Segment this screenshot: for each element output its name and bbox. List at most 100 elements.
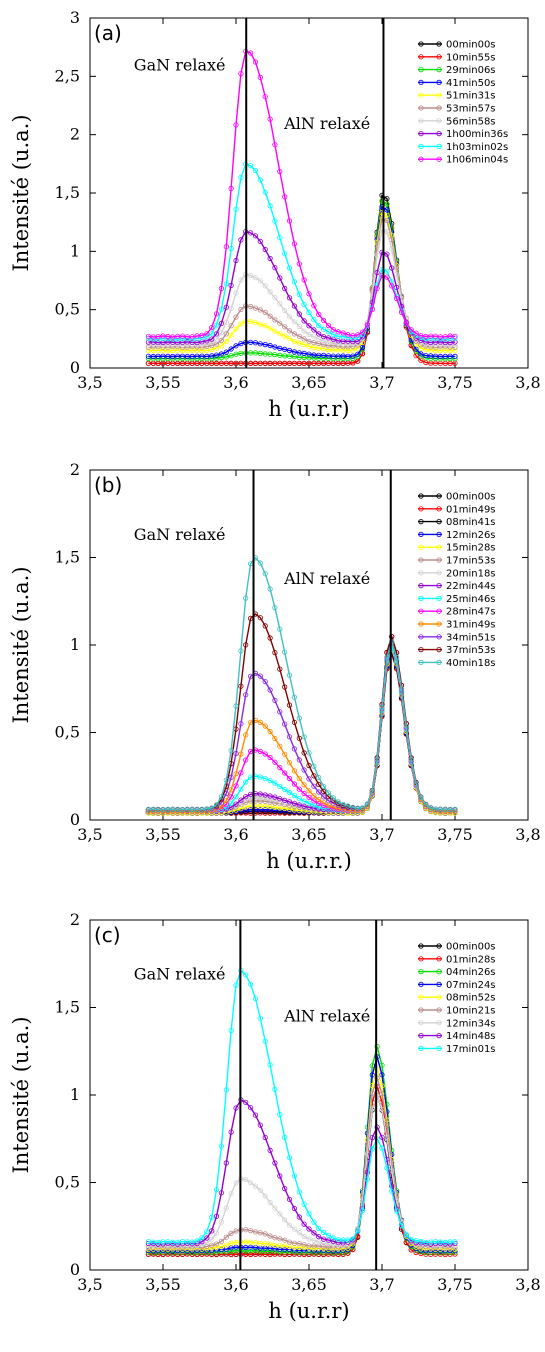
series-point: [228, 353, 234, 359]
series-point: [301, 767, 307, 773]
series-point: [364, 322, 370, 328]
series-point: [170, 1239, 176, 1245]
series-point: [413, 330, 419, 336]
series-point: [282, 333, 288, 339]
series-point: [291, 338, 297, 344]
series-point: [345, 803, 351, 809]
series-point: [262, 679, 268, 685]
series-point: [384, 251, 390, 257]
series-point: [160, 806, 166, 813]
series-point: [340, 330, 346, 336]
series-point: [306, 1211, 312, 1217]
series-point: [325, 1237, 332, 1243]
series-point: [442, 334, 448, 340]
series-point: [296, 1230, 302, 1236]
series-point: [428, 1239, 434, 1245]
series-point: [374, 252, 380, 258]
series-point: [330, 353, 336, 359]
series-point: [160, 1239, 166, 1245]
series-point: [272, 794, 278, 800]
series-point: [291, 1205, 297, 1212]
y-tick-label: 2: [70, 460, 80, 479]
series-point: [277, 345, 283, 351]
series-point: [286, 1155, 293, 1161]
series-point: [311, 1230, 317, 1236]
series-point: [389, 1188, 395, 1194]
series-point: [145, 1251, 151, 1257]
series-point: [432, 806, 439, 812]
series-point: [248, 318, 254, 324]
series-point: [243, 793, 249, 800]
series-point: [204, 806, 210, 812]
series-point: [301, 782, 307, 788]
legend-marker: [418, 570, 424, 576]
series-point: [165, 806, 171, 812]
series-point: [175, 1239, 181, 1245]
series-point: [282, 353, 288, 359]
series-point: [369, 1090, 375, 1096]
series-point: [330, 343, 336, 349]
series-point: [272, 650, 278, 656]
series-point: [428, 333, 434, 339]
series-point: [316, 331, 322, 337]
series-point: [345, 332, 351, 338]
series-point: [243, 757, 249, 763]
series-point: [296, 340, 302, 346]
series-point: [252, 1240, 259, 1246]
series-point: [369, 1135, 375, 1141]
series-point: [145, 1238, 151, 1245]
legend-label: 40min18s: [446, 658, 496, 669]
series-point: [194, 339, 200, 346]
legend-marker: [436, 105, 442, 111]
series-point: [155, 333, 161, 340]
series-point: [223, 331, 229, 337]
series-point: [320, 346, 327, 352]
series-point: [301, 1245, 307, 1251]
series-point: [320, 326, 327, 332]
series-point: [248, 981, 254, 987]
series-point: [194, 333, 200, 339]
series-point: [277, 235, 283, 241]
series-point: [209, 342, 215, 348]
series-point: [262, 1038, 268, 1044]
series-point: [233, 314, 239, 320]
series-point: [252, 305, 259, 311]
series-point: [145, 806, 151, 812]
series-point: [272, 605, 278, 611]
series-point: [364, 801, 370, 807]
series-point: [325, 322, 332, 329]
series-point: [223, 349, 229, 355]
series-point: [189, 353, 195, 359]
legend-label: 56min58s: [446, 116, 496, 127]
series-point: [223, 360, 229, 366]
legend-marker: [418, 956, 424, 962]
panel-label: (a): [94, 21, 122, 45]
legend-marker: [418, 608, 424, 614]
series-point: [170, 353, 176, 360]
series-point: [350, 1236, 356, 1242]
series-point: [257, 350, 263, 356]
y-tick-label: 0: [70, 1260, 80, 1279]
series-point: [257, 1240, 263, 1247]
series-point: [160, 347, 166, 353]
legend-label: 08min41s: [446, 517, 496, 528]
x-tick-label: 3,55: [145, 373, 181, 392]
series-point: [442, 1242, 448, 1248]
series-point: [170, 339, 176, 345]
series-point: [179, 339, 186, 345]
series-point: [330, 804, 336, 810]
series-point: [369, 788, 375, 794]
series-point: [311, 798, 317, 804]
x-tick-label: 3,55: [145, 1275, 181, 1294]
series-point: [296, 1189, 302, 1195]
series-point: [238, 71, 244, 77]
series-point: [243, 692, 249, 698]
x-tick-label: 3,7: [369, 825, 394, 844]
series-point: [335, 805, 341, 811]
series-point: [248, 360, 254, 366]
series-point: [277, 1111, 283, 1118]
series-point: [277, 743, 283, 749]
series-point: [209, 1236, 215, 1242]
series-point: [272, 800, 278, 806]
series-point: [145, 344, 151, 350]
